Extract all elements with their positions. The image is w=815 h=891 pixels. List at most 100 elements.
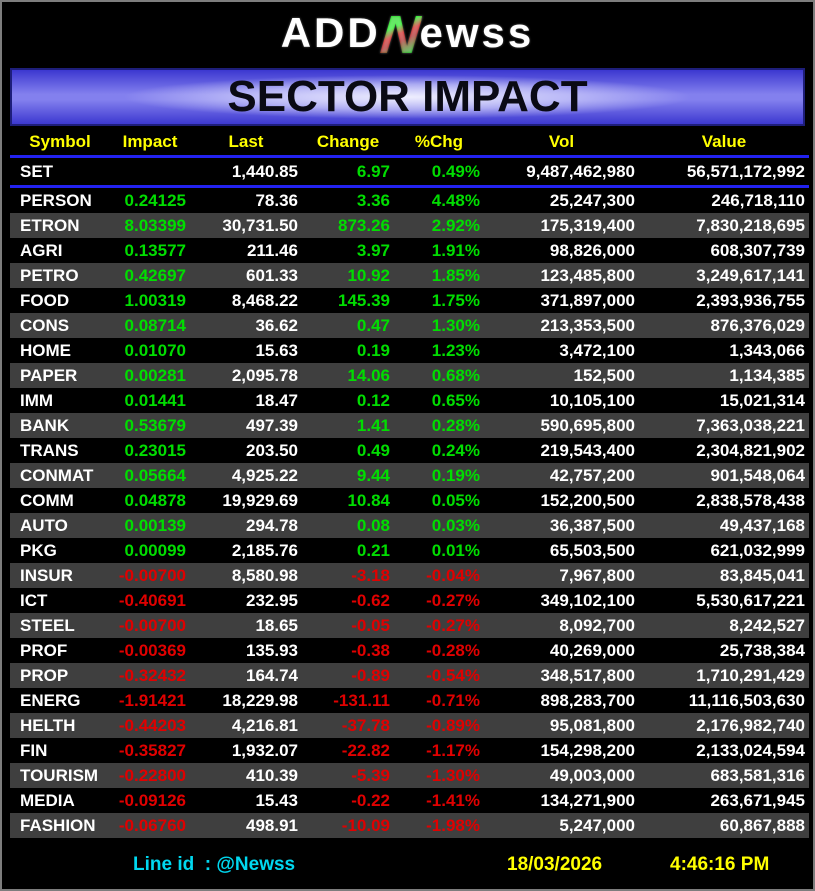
volume-cell: 152,200,500 (540, 491, 635, 510)
sector-table-body: PERSON 0.24125 78.36 3.36 4.48% 25,247,300 246… (10, 187, 809, 838)
impact-cell: 0.00099 (124, 541, 186, 560)
change-cell: 0.47 (356, 316, 390, 335)
last-cell: 497.39 (246, 416, 298, 435)
last-cell: 2,095.78 (231, 366, 298, 385)
value-cell: 60,867,888 (719, 816, 805, 835)
symbol-cell: TOURISM (20, 766, 99, 785)
change-cell: 3.36 (356, 191, 390, 210)
pct-change-cell: -0.28% (426, 641, 480, 660)
volume-cell: 371,897,000 (540, 291, 635, 310)
last-cell: 15.63 (255, 341, 298, 360)
value-cell: 5,530,617,221 (696, 591, 805, 610)
value-cell: 1,134,385 (729, 366, 805, 385)
pct-change-cell: 0.03% (431, 516, 480, 535)
last-cell: 498.91 (246, 816, 298, 835)
last-cell: 8,468.22 (231, 291, 298, 310)
logo-prefix: ADD (280, 9, 381, 56)
symbol-cell: CONS (20, 316, 70, 335)
col-header-symbol: Symbol (29, 132, 91, 151)
volume-cell: 213,353,500 (540, 316, 635, 335)
title-banner: SECTOR IMPACT (10, 68, 805, 126)
col-header-value: Value (701, 132, 747, 151)
pct-change-cell: 1.30% (431, 316, 480, 335)
volume-cell: 49,003,000 (549, 766, 635, 785)
symbol-cell: BANK (20, 416, 70, 435)
value-cell: 2,176,982,740 (696, 716, 805, 735)
symbol-cell: STEEL (20, 616, 75, 635)
impact-cell: 0.00139 (124, 516, 186, 535)
change-cell: 1.41 (356, 416, 390, 435)
value-cell: 11,116,503,630 (688, 691, 805, 710)
symbol-cell: PAPER (20, 366, 78, 385)
change-cell: 10.84 (347, 491, 390, 510)
sector-table-wrap: Symbol Impact Last Change %Chg Vol Value… (10, 129, 809, 838)
last-cell: 30,731.50 (222, 216, 298, 235)
set-pct-change-cell: 0.49% (431, 162, 480, 181)
pct-change-cell: -1.17% (426, 741, 480, 760)
symbol-cell: TRANS (20, 441, 79, 460)
footer-bar: Line id : @Newss 18/03/2026 4:46:16 PM (2, 838, 813, 889)
table-row: TOURISM -0.22800 410.39 -5.39 -1.30% 49,003,0… (10, 763, 809, 788)
change-cell: 0.21 (356, 541, 390, 560)
addnewss-logo: ADDNewss (281, 4, 535, 66)
change-cell: -0.05 (351, 616, 390, 635)
impact-cell: 0.53679 (124, 416, 186, 435)
volume-cell: 898,283,700 (540, 691, 635, 710)
change-cell: -22.82 (341, 741, 390, 760)
table-row: HELTH -0.44203 4,216.81 -37.78 -0.89% 95,081,… (10, 713, 809, 738)
pct-change-cell: 2.92% (431, 216, 480, 235)
table-row: PKG 0.00099 2,185.76 0.21 0.01% 65,503,500 621… (10, 538, 809, 563)
set-last-cell: 1,440.85 (231, 162, 298, 181)
last-cell: 601.33 (246, 266, 298, 285)
volume-cell: 42,757,200 (549, 466, 635, 485)
value-cell: 683,581,316 (710, 766, 805, 785)
value-cell: 246,718,110 (711, 191, 805, 210)
table-row: AUTO 0.00139 294.78 0.08 0.03% 36,387,500 49,4… (10, 513, 809, 538)
value-cell: 8,242,527 (729, 616, 805, 635)
volume-cell: 98,826,000 (549, 241, 635, 260)
change-cell: 0.08 (356, 516, 390, 535)
pct-change-cell: 0.24% (431, 441, 480, 460)
last-cell: 2,185.76 (231, 541, 298, 560)
table-row: FASHION -0.06760 498.91 -10.09 -1.98% 5,247,0… (10, 813, 809, 838)
col-header-pct-change: %Chg (414, 132, 464, 151)
table-row: IMM 0.01441 18.47 0.12 0.65% 10,105,100 15,021… (10, 388, 809, 413)
table-row: CONMAT 0.05664 4,925.22 9.44 0.19% 42,757,200… (10, 463, 809, 488)
volume-cell: 40,269,000 (549, 641, 635, 660)
impact-cell: 0.42697 (124, 266, 186, 285)
volume-cell: 152,500 (573, 366, 635, 385)
change-cell: 9.44 (356, 466, 390, 485)
pct-change-cell: 1.85% (431, 266, 480, 285)
set-value-cell: 56,571,172,992 (686, 162, 805, 181)
change-cell: 145.39 (338, 291, 390, 310)
pct-change-cell: 0.68% (431, 366, 480, 385)
pct-change-cell: -1.98% (426, 816, 480, 835)
change-cell: 0.12 (356, 391, 390, 410)
value-cell: 2,838,578,438 (696, 491, 805, 510)
pct-change-cell: 0.19% (431, 466, 480, 485)
impact-cell: 0.08714 (124, 316, 186, 335)
last-cell: 15.43 (255, 791, 298, 810)
col-header-volume: Vol (548, 132, 575, 151)
impact-cell: 1.00319 (124, 291, 186, 310)
table-row: COMM 0.04878 19,929.69 10.84 0.05% 152,200,50… (10, 488, 809, 513)
sector-table: Symbol Impact Last Change %Chg Vol Value… (10, 129, 809, 838)
last-cell: 203.50 (246, 441, 298, 460)
impact-cell: 0.01070 (124, 341, 186, 360)
table-row: STEEL -0.00700 18.65 -0.05 -0.27% 8,092,700 8,… (10, 613, 809, 638)
symbol-cell: AGRI (20, 241, 63, 260)
last-cell: 8,580.98 (231, 566, 298, 585)
symbol-cell: CONMAT (20, 466, 94, 485)
volume-cell: 590,695,800 (540, 416, 635, 435)
volume-cell: 10,105,100 (549, 391, 635, 410)
symbol-cell: HELTH (20, 716, 76, 735)
value-cell: 49,437,168 (719, 516, 805, 535)
impact-cell: -0.06760 (118, 816, 186, 835)
volume-cell: 5,247,000 (559, 816, 635, 835)
col-header-change: Change (316, 132, 380, 151)
symbol-cell: FOOD (20, 291, 70, 310)
impact-cell: 0.13577 (124, 241, 186, 260)
pct-change-cell: 0.05% (431, 491, 480, 510)
impact-cell: -0.00700 (118, 616, 186, 635)
